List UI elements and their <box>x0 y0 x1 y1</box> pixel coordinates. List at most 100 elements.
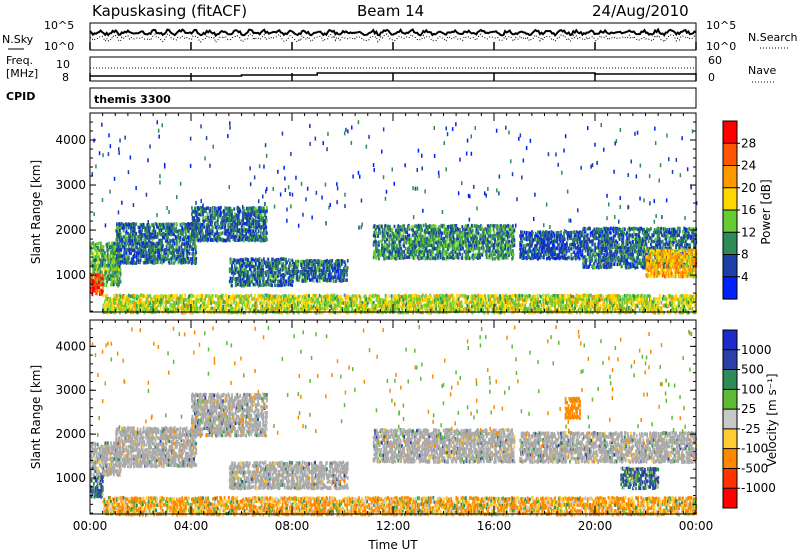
scatter-cell <box>195 231 198 236</box>
scatter-cell <box>234 263 237 268</box>
scatter-cell <box>291 276 294 280</box>
scatter-cell <box>285 267 288 271</box>
scatter-cell <box>259 234 262 238</box>
scatter-cell <box>289 261 291 265</box>
scatter-cell <box>346 273 348 277</box>
scatter-cell <box>570 230 573 235</box>
scatter-cell <box>156 223 158 227</box>
scatter-cell <box>101 245 103 249</box>
nsky-label: N.Sky <box>2 33 34 46</box>
scatter-cell <box>185 223 188 227</box>
scatter-cell <box>250 270 253 274</box>
scatter-cell <box>199 213 202 217</box>
scatter-cell <box>593 265 596 270</box>
scatter-cell <box>233 207 236 211</box>
scatter-cell <box>117 260 120 264</box>
scatter-cell <box>592 248 594 253</box>
scatter-cell <box>138 239 140 243</box>
scatter-cell <box>477 228 479 233</box>
scatter-cell <box>154 255 157 259</box>
scatter-cell <box>108 270 111 274</box>
scatter-cell <box>93 255 95 260</box>
scatter-cell <box>97 258 100 262</box>
scatter-cell <box>243 221 245 226</box>
scatter-cell <box>245 261 247 265</box>
scatter-cell <box>165 250 168 255</box>
scatter-cell <box>260 228 262 233</box>
scatter-cell <box>116 254 118 258</box>
scatter-cell <box>292 262 294 266</box>
scatter-cell <box>193 254 196 258</box>
scatter-cell <box>606 252 609 256</box>
scatter-cell <box>246 273 249 277</box>
scatter-cell <box>258 257 261 261</box>
scatter-cell <box>307 270 310 274</box>
scatter-cell <box>130 247 132 252</box>
scatter-cell <box>132 257 135 262</box>
date-title: 24/Aug/2010 <box>592 2 689 20</box>
scatter-cell <box>513 243 516 248</box>
scatter-cell <box>231 279 233 283</box>
scatter-cell <box>424 234 426 238</box>
scatter-cell <box>139 223 142 227</box>
scatter-cell <box>155 235 158 239</box>
scatter-cell <box>150 257 152 262</box>
scatter-cell <box>381 240 383 244</box>
scatter-cell <box>232 217 235 221</box>
scatter-cell <box>241 264 244 268</box>
scatter-cell <box>164 236 167 240</box>
scatter-cell <box>143 225 146 229</box>
scatter-cell <box>280 260 282 264</box>
scatter-cell <box>228 269 231 274</box>
scatter-cell <box>240 234 242 238</box>
scatter-cell <box>274 283 277 288</box>
scatter-cell <box>214 209 216 214</box>
scatter-cell <box>250 225 253 229</box>
scatter-cell <box>300 271 302 276</box>
scatter-cell <box>150 236 153 240</box>
scatter-cell <box>251 261 253 265</box>
scatter-cell <box>208 224 210 229</box>
scatter-cell <box>98 282 100 287</box>
scatter-cell <box>173 257 175 261</box>
scatter-cell <box>240 228 243 232</box>
scatter-cell <box>260 218 263 222</box>
scatter-cell <box>159 257 162 261</box>
scatter-cell <box>115 270 117 274</box>
scatter-cell <box>119 245 122 249</box>
scatter-cell <box>102 266 105 270</box>
scatter-cell <box>551 234 553 239</box>
scatter-cell <box>178 228 181 233</box>
scatter-cell <box>93 252 95 256</box>
scatter-cell <box>383 250 385 254</box>
scatter-cell <box>491 257 494 261</box>
scatter-cell <box>119 223 121 228</box>
scatter-cell <box>195 245 198 249</box>
scatter-cell <box>272 277 275 281</box>
scatter-cell <box>167 250 170 254</box>
scatter-cell <box>134 245 137 249</box>
scatter-cell <box>95 291 98 296</box>
scatter-cell <box>220 226 222 230</box>
scatter-cell <box>346 266 349 270</box>
scatter-cell <box>141 241 144 245</box>
scatter-cell <box>386 237 388 242</box>
scatter-cell <box>179 251 182 255</box>
power-scatter <box>90 120 698 315</box>
scatter-cell <box>168 248 171 252</box>
scatter-cell <box>443 224 446 228</box>
scatter-cell <box>129 232 132 237</box>
scatter-cell <box>209 207 212 211</box>
scatter-cell <box>166 241 169 245</box>
scatter-cell <box>213 235 216 239</box>
scatter-cell <box>144 257 146 261</box>
scatter-cell <box>323 266 325 270</box>
scatter-cell <box>403 224 406 228</box>
scatter-cell <box>271 279 273 284</box>
scatter-cell <box>254 207 257 211</box>
scatter-cell <box>264 212 267 217</box>
scatter-cell <box>246 206 248 211</box>
scatter-cell <box>95 282 97 287</box>
scatter-cell <box>176 222 178 227</box>
scatter-cell <box>175 226 178 230</box>
